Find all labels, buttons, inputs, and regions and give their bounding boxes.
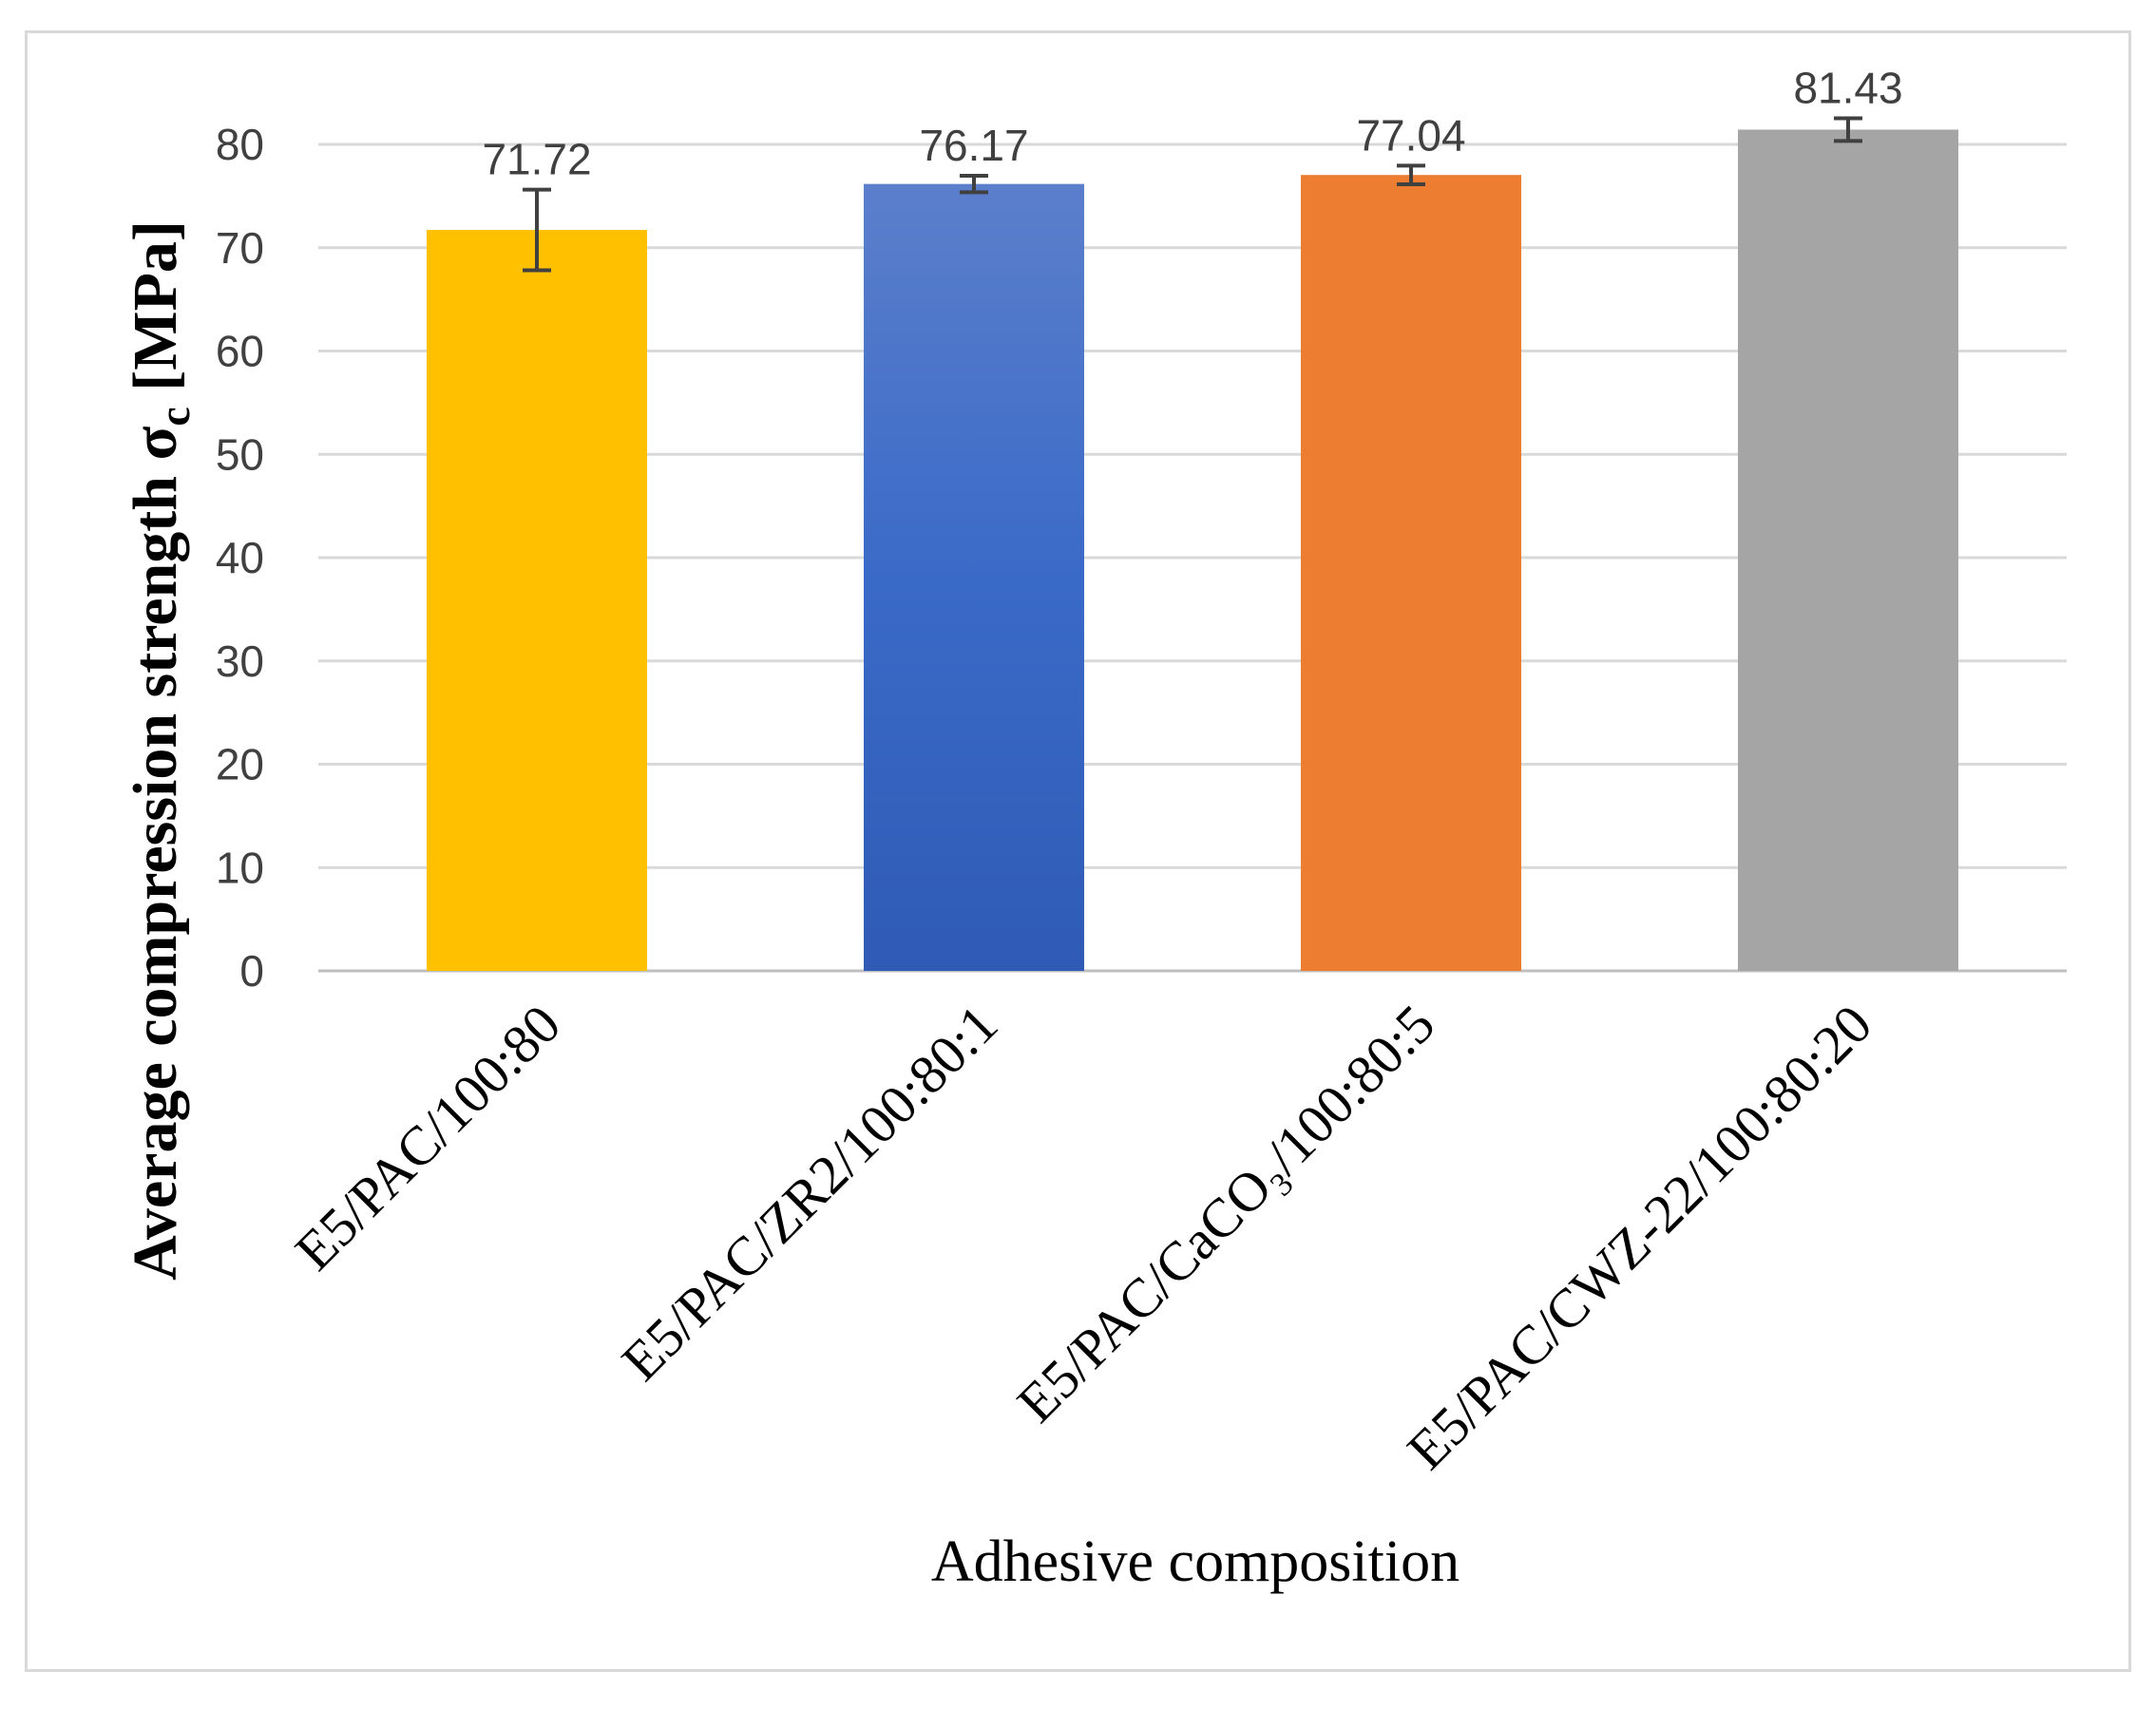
- bars: [427, 129, 1958, 972]
- category-label-2: E5/PAC/ZR2/100:80:1: [610, 993, 1009, 1392]
- category-label-4: E5/PAC/CWZ-22/100:80:20: [1395, 993, 1883, 1481]
- data-label-4: 81.43: [1793, 63, 1902, 112]
- error-bars: [523, 116, 1862, 273]
- data-label-3: 77.04: [1356, 110, 1465, 160]
- x-axis-title: Adhesive composition: [931, 1529, 1460, 1594]
- category-label-1: E5/PAC/100:80: [283, 993, 572, 1282]
- y-tick-labels: 0 10 20 30 40 50 60 70 80: [216, 120, 264, 996]
- y-tick-label-60: 60: [216, 327, 264, 376]
- bar-1: [427, 230, 647, 972]
- y-tick-label-0: 0: [239, 946, 264, 996]
- y-tick-label-20: 20: [216, 740, 264, 789]
- bar-4: [1738, 129, 1958, 972]
- y-tick-label-70: 70: [216, 223, 264, 273]
- category-labels: E5/PAC/100:80 E5/PAC/ZR2/100:80:1E5/PAC/C…: [283, 993, 1883, 1481]
- y-axis-title-subscript: c: [150, 407, 199, 426]
- data-label-2: 76.17: [919, 121, 1028, 170]
- data-label-1: 71.72: [482, 135, 591, 184]
- y-tick-label-50: 50: [216, 429, 264, 479]
- y-tick-label-40: 40: [216, 533, 264, 582]
- category-label-3: E5/PAC/CaCO₃/100:80:5: [1005, 993, 1446, 1434]
- error-bar-3: [1397, 163, 1425, 186]
- data-labels: 71.72 76.17 77.04 81.43: [482, 63, 1902, 183]
- bar-3: [1301, 175, 1521, 971]
- error-bar-2: [960, 173, 988, 195]
- bar-2: [864, 183, 1084, 971]
- y-axis-title-unit: [MPa]: [121, 220, 190, 407]
- y-tick-label-80: 80: [216, 120, 264, 169]
- y-axis-title: Average compression strength σc [MPa]: [121, 220, 199, 1281]
- y-tick-label-30: 30: [216, 636, 264, 686]
- y-tick-label-10: 10: [216, 843, 264, 892]
- error-bar-1: [523, 187, 551, 273]
- error-bar-4: [1834, 116, 1862, 143]
- y-axis-title-main: Average compression strength σ: [121, 427, 190, 1281]
